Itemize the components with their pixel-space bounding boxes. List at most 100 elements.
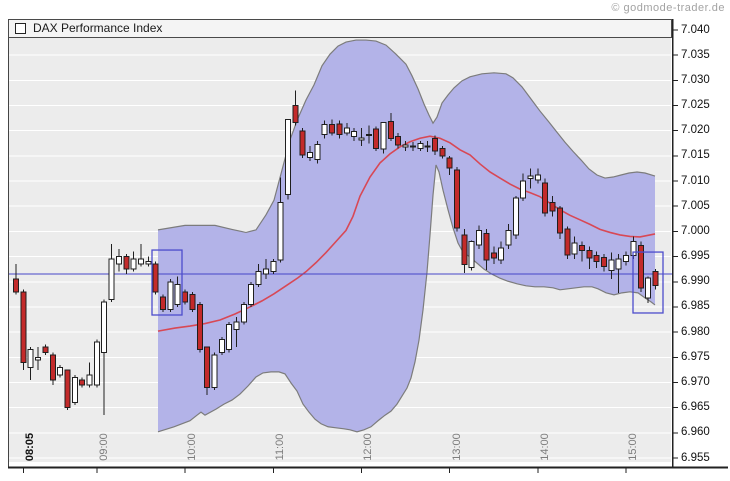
candle-down — [652, 271, 659, 286]
candle-up — [108, 258, 115, 300]
candle-down — [160, 296, 166, 310]
candle-up — [321, 124, 328, 136]
candle-down — [586, 250, 593, 259]
y-axis-tick-label: 7.020 — [681, 124, 710, 137]
candle-down — [299, 130, 306, 156]
candle-up — [307, 151, 313, 158]
candle-up — [417, 142, 424, 149]
candle-up — [534, 174, 541, 181]
candle-down — [446, 157, 453, 169]
candle-up — [520, 180, 527, 199]
candle-up — [174, 283, 181, 305]
candle-down — [564, 228, 571, 256]
x-axis-tick-label: 09:00 — [97, 433, 110, 461]
y-axis-tick-label: 7.015 — [681, 149, 710, 162]
candle-up — [57, 366, 64, 376]
candle-down — [64, 369, 71, 409]
candle-up — [498, 247, 505, 261]
y-axis-tick-label: 7.035 — [681, 48, 710, 61]
candle-down — [182, 291, 189, 303]
candle-down — [13, 278, 19, 293]
x-axis-tick-label: 15:00 — [627, 433, 640, 461]
candle-down — [483, 232, 490, 261]
x-axis-tick-label: 13:00 — [450, 433, 463, 461]
candle-up — [167, 281, 174, 310]
candle-up — [314, 143, 321, 160]
candle-down — [20, 291, 27, 363]
candle-up — [365, 134, 372, 137]
y-axis-tick-label: 7.010 — [681, 174, 710, 187]
y-axis-tick-label: 6.965 — [681, 401, 710, 414]
candle-down — [49, 354, 56, 381]
x-axis-tick-label: 14:00 — [538, 433, 551, 461]
candle-up — [255, 271, 262, 285]
candle-up — [615, 258, 622, 270]
candle-up — [130, 258, 137, 270]
candle-down — [593, 255, 600, 263]
candle-down — [578, 245, 585, 252]
y-axis-tick-label: 6.995 — [681, 250, 710, 263]
candle-down — [556, 207, 563, 234]
candle-down — [196, 303, 203, 351]
candle-up — [608, 259, 615, 272]
y-axis-tick-label: 6.975 — [681, 350, 710, 363]
candle-up — [27, 349, 34, 368]
candle-down — [542, 182, 549, 214]
candle-down — [336, 123, 343, 136]
candle-down — [42, 346, 49, 353]
candle-up — [218, 339, 225, 353]
candle-down — [189, 293, 196, 310]
candle-up — [424, 145, 431, 148]
candle-up — [270, 261, 277, 273]
candle-up — [86, 374, 93, 386]
candle-up — [623, 255, 630, 263]
candle-up — [115, 256, 122, 265]
y-axis-tick-label: 7.040 — [681, 23, 710, 36]
candle-down — [490, 252, 497, 259]
legend-checkbox-icon[interactable] — [15, 23, 26, 34]
y-axis-tick-label: 6.955 — [681, 451, 710, 464]
candle-up — [240, 303, 247, 323]
bollinger-lower-edge — [157, 164, 656, 433]
candle-up — [71, 376, 78, 404]
candle-up — [93, 341, 100, 386]
y-axis-tick-label: 7.025 — [681, 99, 710, 112]
candle-up — [571, 242, 578, 255]
candle-down — [292, 105, 299, 124]
candle-up — [527, 175, 534, 180]
candle-up — [35, 356, 42, 361]
candle-up — [476, 229, 483, 246]
y-axis-tick-label: 7.000 — [681, 224, 710, 237]
candle-down — [204, 346, 211, 389]
watermark: © godmode-trader.de — [611, 2, 725, 14]
candle-up — [145, 261, 152, 265]
y-axis-tick-label: 6.970 — [681, 375, 710, 388]
candle-down — [395, 136, 402, 146]
candle-up — [262, 268, 269, 275]
candle-down — [79, 379, 86, 386]
candle-up — [233, 321, 240, 331]
candle-up — [402, 144, 409, 148]
candle-down — [601, 257, 607, 268]
candle-up — [226, 324, 233, 351]
candle-down — [373, 128, 380, 149]
candle-down — [431, 137, 438, 152]
pattern-highlight-box — [151, 249, 183, 316]
candle-down — [123, 256, 130, 270]
moving-average-line — [157, 135, 656, 332]
bollinger-band — [158, 40, 655, 432]
candle-down — [152, 263, 159, 293]
y-axis-tick-label: 6.960 — [681, 426, 710, 439]
x-axis-tick-label: 12:00 — [362, 433, 375, 461]
candle-up — [101, 301, 108, 353]
y-axis-tick-label: 6.980 — [681, 325, 710, 338]
candle-up — [468, 240, 475, 269]
candle-up — [351, 131, 358, 138]
candle-down — [637, 245, 644, 289]
legend-label: DAX Performance Index — [33, 21, 163, 35]
candle-up — [137, 258, 144, 265]
y-axis-tick-label: 7.005 — [681, 199, 710, 212]
candle-down — [454, 169, 460, 229]
x-axis-tick-label: 08:05 — [24, 432, 37, 462]
